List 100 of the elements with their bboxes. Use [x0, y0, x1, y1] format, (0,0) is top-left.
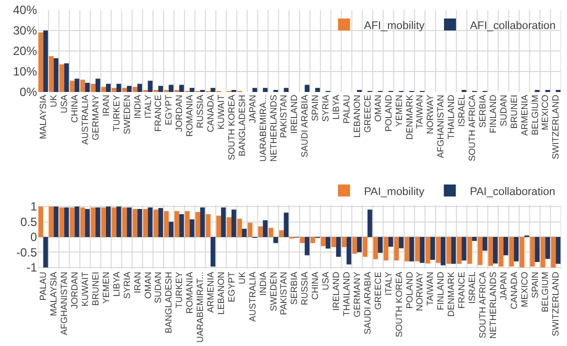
bar — [48, 56, 54, 92]
x-tick-label: TAIWAN — [414, 94, 425, 129]
x-tick-label: SWITZERLAND — [550, 271, 561, 336]
x-tick-label: MALAYSIA — [38, 94, 48, 140]
bar — [534, 237, 540, 262]
bar — [132, 208, 138, 237]
bar — [378, 237, 383, 253]
x-tick-label: THAILAND — [446, 94, 456, 140]
bar — [362, 237, 368, 257]
bar — [85, 82, 90, 92]
bar — [179, 84, 184, 92]
bar — [545, 237, 550, 259]
x-tick-label: TAIWAN — [425, 272, 436, 306]
x-tick-label: SERBIA — [477, 94, 488, 128]
bar — [472, 237, 477, 241]
y-tick-label: -1 — [26, 260, 38, 275]
x-tick-label: IRELAND — [331, 271, 342, 311]
bar — [336, 237, 341, 257]
x-tick-label: ROMANIA — [184, 94, 195, 137]
x-tick-label: UARABEMIRAT... — [195, 272, 206, 343]
bar — [326, 237, 330, 249]
x-tick-label: ISRAEL — [456, 94, 467, 127]
bar — [456, 237, 462, 264]
bar — [137, 208, 142, 237]
bar — [262, 88, 268, 92]
x-tick-label: SUDAN — [153, 272, 164, 304]
x-tick-label: KUWAIT — [216, 94, 226, 130]
bar — [409, 237, 414, 262]
x-tick-label: USA — [59, 94, 70, 114]
bar — [54, 58, 58, 92]
x-tick-label: SPAIN — [530, 272, 540, 298]
x-tick-label: INDIA — [258, 272, 268, 296]
x-tick-label: TURKEY — [111, 94, 122, 132]
x-tick-label: IRELAND — [289, 94, 300, 134]
legend-label: AFI_mobility — [364, 20, 426, 32]
bar — [242, 228, 247, 237]
bar — [304, 237, 310, 256]
bar — [221, 207, 226, 237]
x-tick-label: PALAU — [341, 94, 352, 124]
x-tick-label: YEMEN — [394, 94, 404, 127]
bar — [210, 88, 216, 92]
x-tick-label: EGYPT — [164, 94, 174, 126]
bar — [268, 228, 274, 237]
bar — [148, 207, 153, 237]
x-tick-label: SERBIA — [289, 272, 300, 305]
bar — [352, 237, 358, 254]
x-tick-label: BRUNEI — [508, 94, 519, 129]
bar — [357, 237, 362, 252]
x-tick-label: SOUTH AFRICA — [477, 272, 488, 338]
bar — [398, 237, 404, 248]
x-tick-label: CANADA — [508, 272, 519, 310]
bar — [488, 237, 494, 266]
x-tick-label: LEBANON — [352, 94, 362, 138]
x-tick-label: AUSTRALIA — [247, 272, 258, 322]
bar — [174, 211, 180, 237]
x-tick-label: PALAU — [38, 272, 48, 301]
x-tick-label: SPAIN — [310, 94, 320, 122]
x-tick-label: SOUTH KOREA — [394, 272, 404, 338]
x-tick-label: SYRIA — [122, 272, 132, 299]
bar — [367, 210, 372, 237]
bar — [164, 211, 169, 237]
x-tick-label: BRUNEI — [90, 272, 100, 306]
x-tick-label: TURKEY — [174, 272, 184, 308]
x-tick-label: AUSTRALIA — [80, 94, 90, 145]
y-tick-label: 0 — [30, 230, 38, 244]
x-tick-label: BANGLADESH — [164, 272, 174, 334]
x-tick-label: SWEDEN — [122, 94, 132, 134]
x-tick-label: FRANCE — [456, 272, 467, 309]
bar — [556, 237, 560, 264]
bar — [451, 237, 456, 264]
legend-label: PAI_collaboration — [470, 186, 556, 198]
x-tick-label: MALAYSIA — [48, 272, 59, 316]
x-tick-label: SWEDEN — [268, 272, 278, 312]
x-tick-label: NETHERLANDS — [488, 272, 498, 339]
bar — [168, 84, 174, 92]
y-tick-label: 1 — [30, 200, 38, 214]
bar — [331, 237, 336, 248]
bar — [48, 206, 54, 237]
x-tick-label: PAKISTAN — [278, 272, 289, 315]
x-tick-label: GREECE — [372, 272, 383, 310]
x-tick-label: OMAN — [142, 272, 153, 299]
bar — [273, 237, 278, 244]
bar — [143, 208, 148, 237]
bar — [304, 84, 310, 92]
bar — [467, 237, 472, 264]
x-tick-label: UK — [48, 94, 59, 108]
bar — [96, 78, 100, 92]
x-tick-label: SYRIA — [320, 94, 331, 122]
bar — [101, 86, 106, 92]
bar — [59, 207, 64, 237]
x-tick-label: ISRAEL — [467, 272, 478, 304]
bar — [346, 237, 352, 264]
bar — [237, 218, 242, 237]
bar — [38, 32, 44, 92]
bar — [74, 78, 80, 92]
bar — [430, 237, 435, 260]
bar — [404, 237, 410, 262]
bar — [148, 80, 153, 92]
bar — [446, 237, 452, 264]
bar — [320, 237, 326, 246]
